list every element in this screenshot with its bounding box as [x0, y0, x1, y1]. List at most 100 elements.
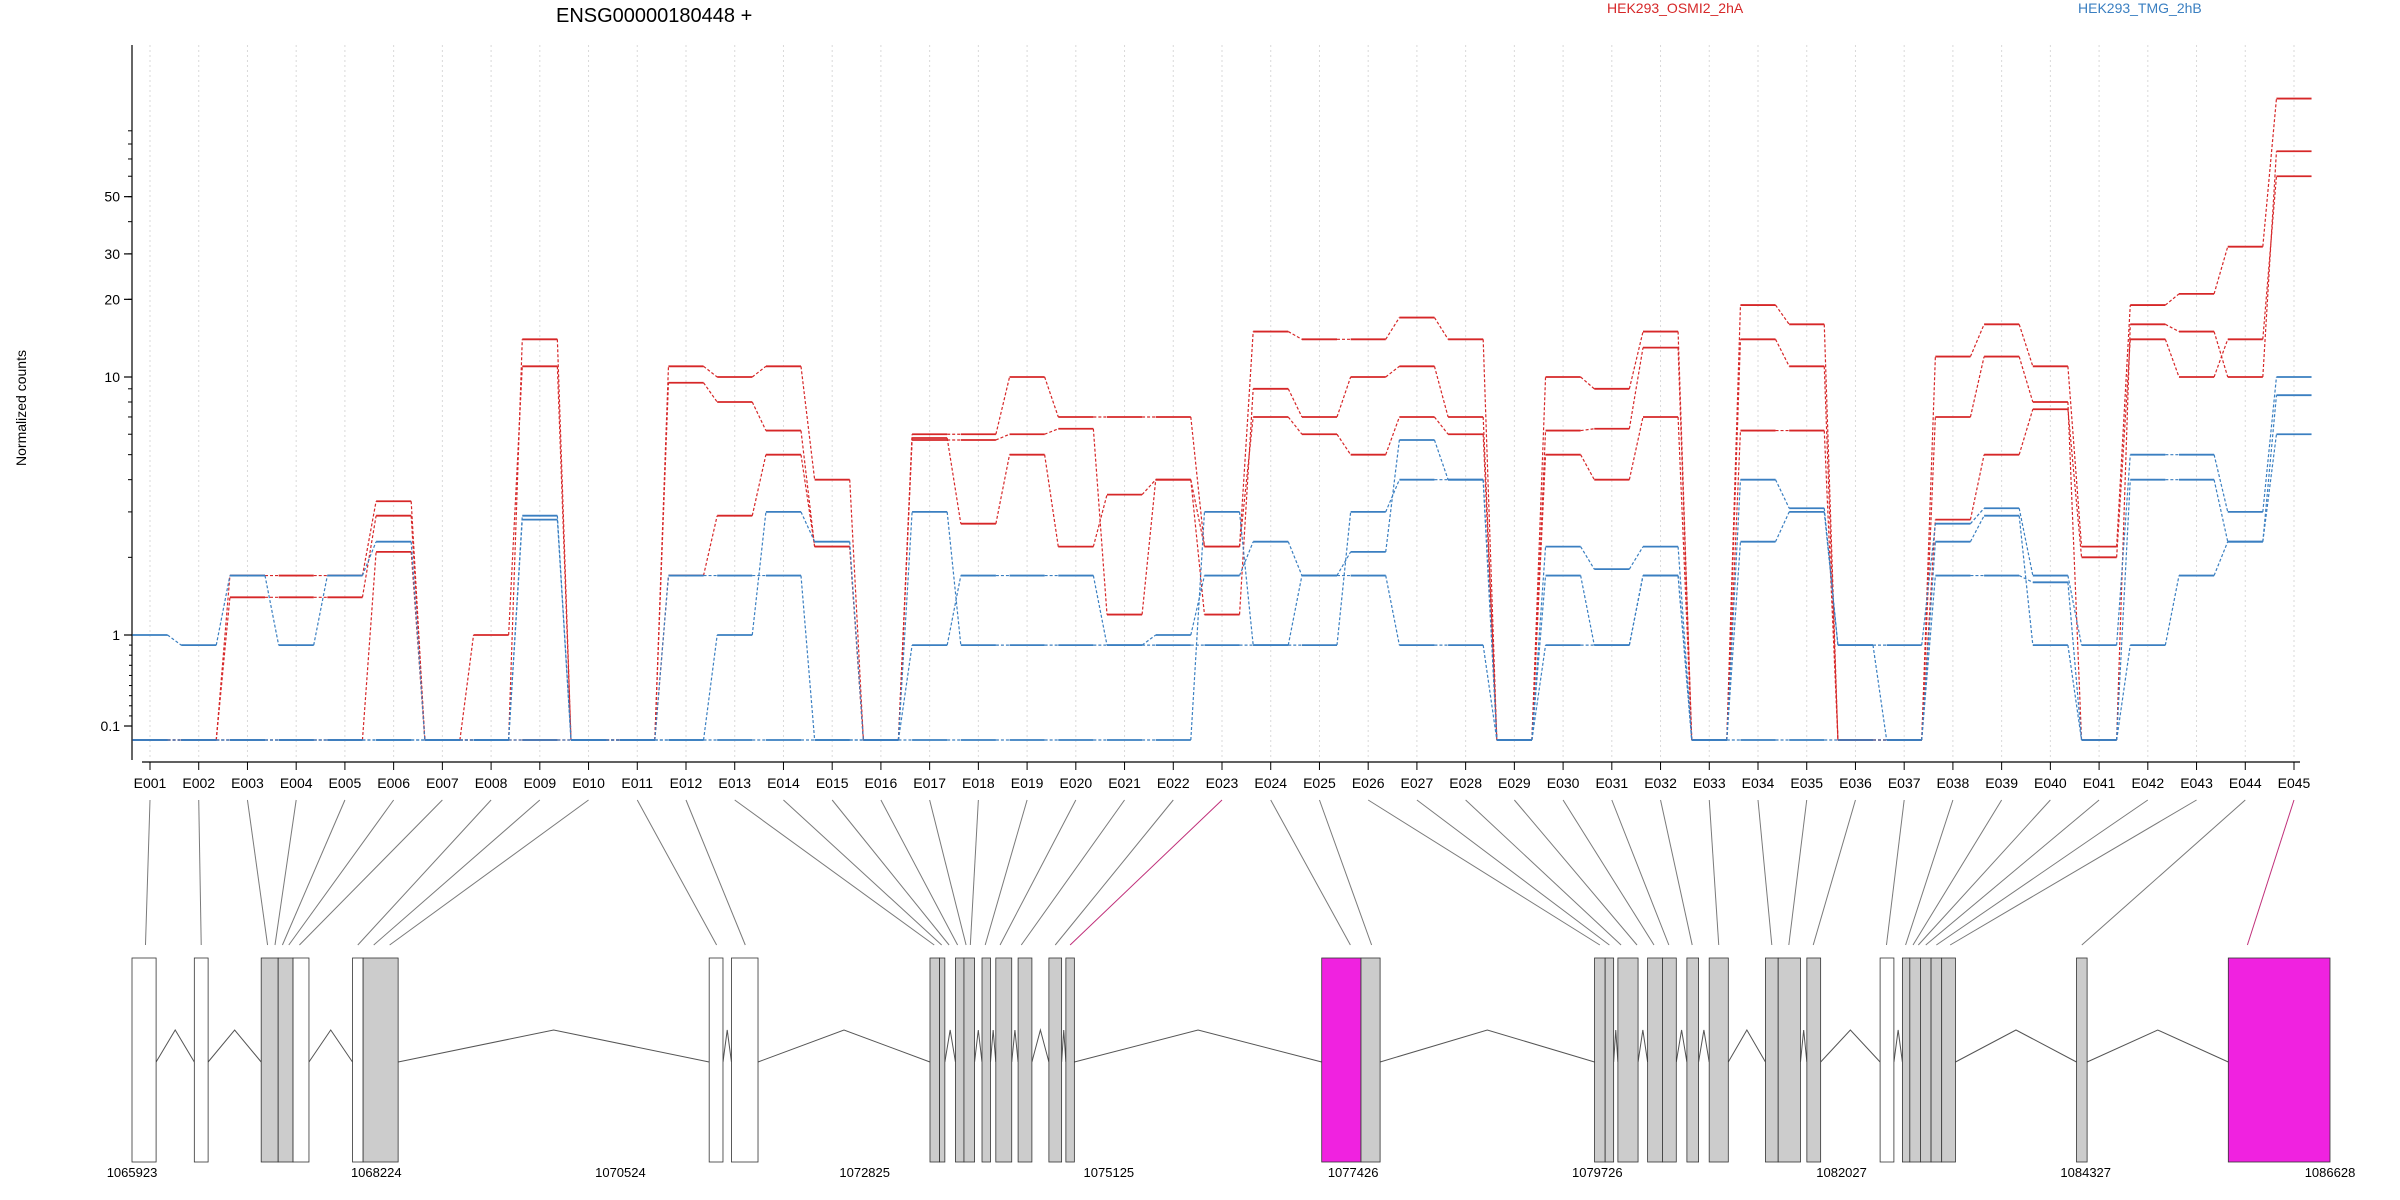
y-tick-label: 20	[104, 291, 120, 307]
exon-connector	[274, 799, 297, 946]
series-segment	[1092, 494, 1108, 547]
series-line	[132, 97, 2312, 741]
exon-connector	[1020, 799, 1125, 946]
exon-connector	[373, 799, 541, 946]
exon-box	[963, 957, 975, 1163]
exon-box	[1662, 957, 1677, 1163]
exon-box	[193, 957, 209, 1163]
series-segment	[556, 515, 572, 741]
exon-box	[1777, 957, 1801, 1163]
series-segment	[167, 634, 182, 646]
exon-label: E037	[1888, 775, 1921, 791]
series-segment	[1580, 575, 1595, 646]
series-segment	[2262, 176, 2278, 340]
series-segment	[800, 366, 816, 480]
exon-connector	[1318, 799, 1373, 946]
intron-line	[398, 1029, 710, 1063]
y-axis: 0.1 1 10 20 30 50	[101, 45, 133, 760]
chart-title: ENSG00000180448 +	[556, 5, 752, 27]
exon-box	[1617, 957, 1639, 1163]
exon-connector	[2246, 799, 2295, 946]
genomic-coordinate: 1077426	[1328, 1165, 1379, 1180]
exon-box	[955, 957, 965, 1163]
series-segment	[1238, 388, 1254, 615]
series-segment	[313, 575, 328, 646]
series-segment	[1190, 511, 1206, 741]
series-segment	[264, 575, 280, 646]
series-segment	[2018, 508, 2034, 576]
genomic-coordinate: 1084327	[2060, 1165, 2111, 1180]
exon-label: E034	[1742, 775, 1775, 791]
exon-box	[1048, 957, 1063, 1163]
series-segment	[508, 339, 523, 741]
exon-connector	[636, 799, 718, 946]
exon-connector	[1757, 799, 1773, 946]
exon-connector	[1885, 799, 1905, 946]
intron-line	[722, 1029, 732, 1063]
series-segment	[1823, 324, 1839, 741]
series-segment	[1969, 515, 1985, 542]
series-segment	[2018, 515, 2034, 646]
series-segment	[1190, 575, 1206, 636]
series-segment	[1872, 645, 1888, 741]
series-segment	[1141, 479, 1157, 615]
series-segment	[2164, 339, 2180, 378]
exon-label: E042	[2131, 775, 2164, 791]
series-segment	[215, 575, 231, 741]
series-segment	[1287, 575, 1303, 646]
intron-line	[1613, 1029, 1619, 1063]
intron-line	[1893, 1029, 1903, 1063]
exon-label: E024	[1254, 775, 1287, 791]
exon-label: E032	[1644, 775, 1677, 791]
series-segment	[800, 511, 816, 542]
series-segment	[508, 519, 523, 741]
exon-box	[1321, 957, 1362, 1163]
series-segment	[1141, 634, 1157, 646]
series-segment	[995, 454, 1011, 524]
series-segment	[1628, 347, 1644, 429]
exon-box	[1941, 957, 1956, 1163]
exon-connector	[1788, 799, 1808, 946]
exon-box	[352, 957, 364, 1163]
exon-box	[1604, 957, 1615, 1163]
intron-line	[1675, 1029, 1688, 1063]
y-tick-label: 1	[112, 627, 120, 643]
exon-label: E012	[670, 775, 703, 791]
exon-box	[1909, 957, 1921, 1163]
series-segment	[1823, 366, 1839, 741]
series-segment	[1287, 541, 1303, 576]
exon-axis: E001 E002 E003 E004 E005 E006 E007 E008 E009 E010…	[134, 761, 2311, 791]
series-segment	[800, 575, 816, 741]
exon-label: E023	[1206, 775, 1239, 791]
exon-connector	[1562, 799, 1655, 946]
series-segment	[1726, 339, 1742, 741]
series-segment	[2067, 575, 2083, 646]
exon-label: E039	[1985, 775, 2018, 791]
series-segment	[1969, 324, 1985, 357]
series-segment	[410, 541, 426, 741]
intron-line	[1074, 1029, 1322, 1063]
series-segment	[1433, 439, 1449, 480]
exon-connector	[1925, 799, 2100, 946]
exon-label: E013	[718, 775, 751, 791]
exon-label: E021	[1108, 775, 1141, 791]
exon-connector	[281, 799, 346, 946]
exon-label: E010	[572, 775, 605, 791]
series-segment	[361, 541, 377, 576]
series-segment	[1775, 304, 1790, 325]
exon-label: E007	[426, 775, 459, 791]
exon-box	[1765, 957, 1779, 1163]
series-segment	[897, 438, 913, 741]
series-segment	[800, 454, 816, 547]
exon-box	[929, 957, 940, 1163]
series-segment	[1482, 339, 1498, 741]
series-segment	[1190, 479, 1206, 615]
series-segment	[995, 376, 1011, 435]
series-segment	[1823, 511, 1839, 646]
series-segment	[2018, 575, 2034, 583]
series-segment	[1336, 511, 1352, 646]
series-segment	[2116, 339, 2131, 558]
series-segment	[1726, 541, 1742, 741]
series-segment	[2116, 454, 2131, 646]
